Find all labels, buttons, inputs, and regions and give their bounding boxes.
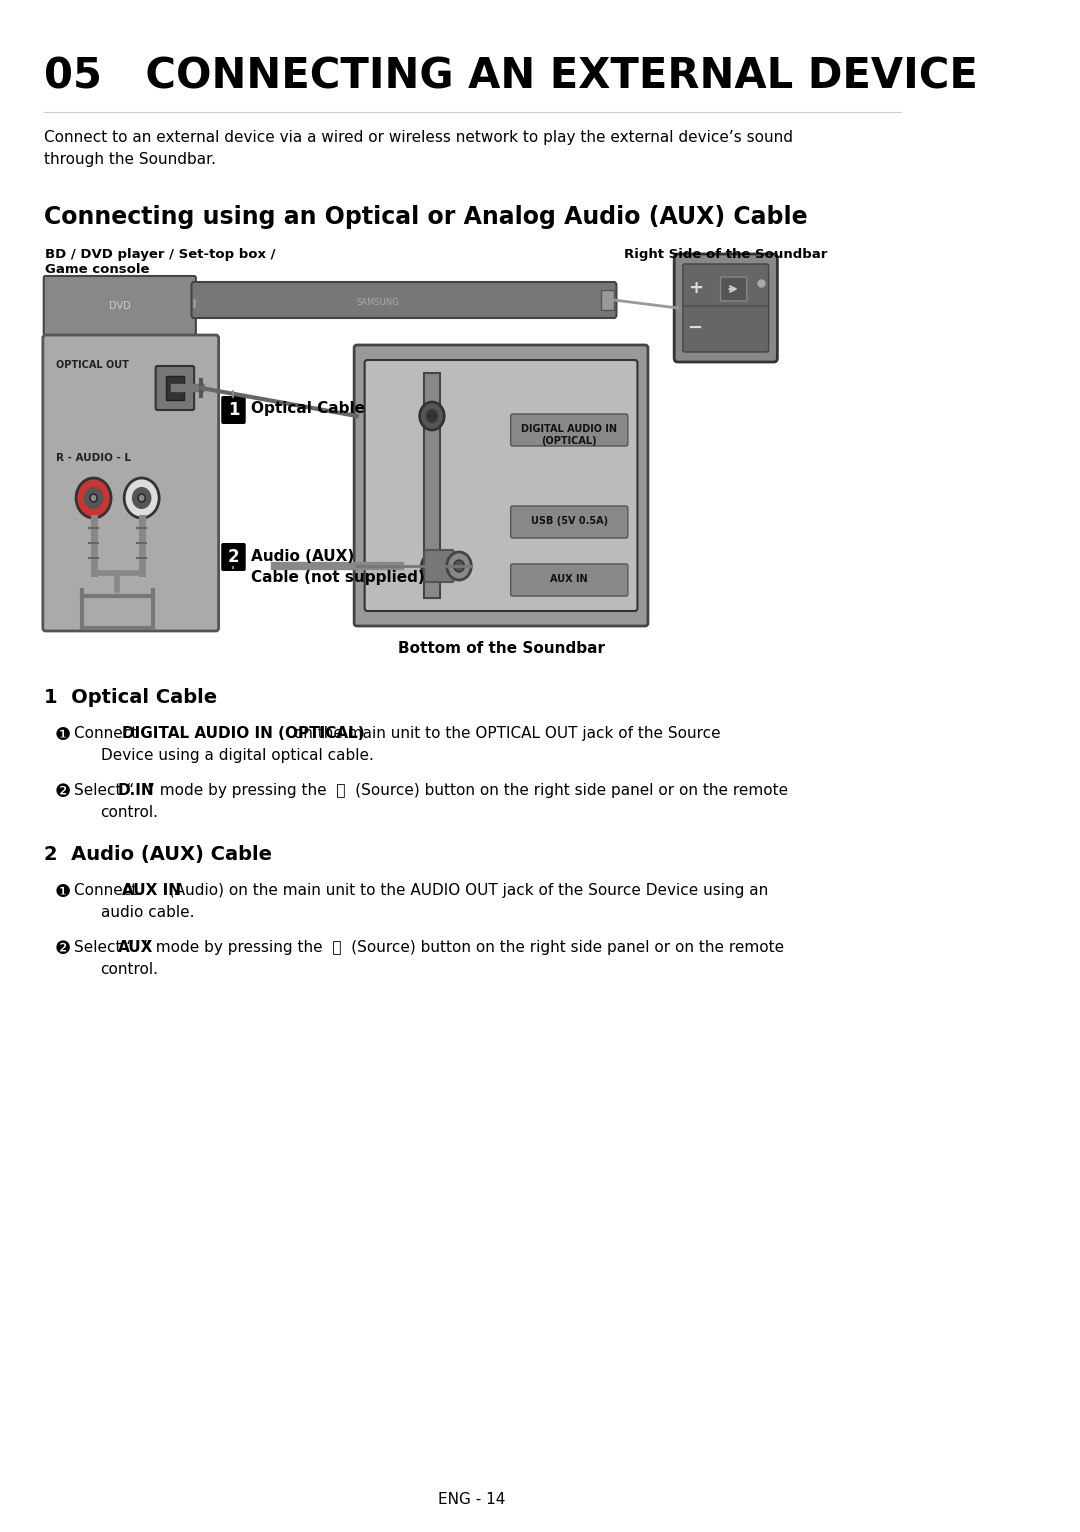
Text: 05   CONNECTING AN EXTERNAL DEVICE: 05 CONNECTING AN EXTERNAL DEVICE	[43, 55, 977, 97]
FancyBboxPatch shape	[156, 366, 194, 411]
Text: on the main unit to the OPTICAL OUT jack of the Source: on the main unit to the OPTICAL OUT jack…	[289, 726, 721, 741]
Text: −: −	[688, 319, 703, 337]
Circle shape	[90, 493, 97, 502]
Bar	[424, 372, 440, 597]
Circle shape	[138, 493, 145, 502]
Text: OPTICAL OUT: OPTICAL OUT	[56, 360, 129, 371]
Text: ❷: ❷	[54, 783, 70, 801]
Text: Select “: Select “	[75, 941, 135, 954]
FancyBboxPatch shape	[221, 542, 246, 571]
FancyBboxPatch shape	[511, 414, 627, 446]
Text: Connect: Connect	[75, 882, 143, 898]
Text: USB (5V 0.5A): USB (5V 0.5A)	[530, 516, 608, 525]
FancyBboxPatch shape	[43, 336, 218, 631]
Circle shape	[76, 478, 111, 518]
Text: BD / DVD player / Set-top box /
Game console: BD / DVD player / Set-top box / Game con…	[45, 248, 276, 276]
FancyBboxPatch shape	[424, 550, 454, 582]
Circle shape	[420, 401, 444, 430]
FancyBboxPatch shape	[354, 345, 648, 627]
Text: ❷: ❷	[54, 941, 70, 958]
Text: AUX: AUX	[118, 941, 153, 954]
FancyBboxPatch shape	[720, 277, 746, 300]
Text: 1: 1	[228, 401, 240, 418]
FancyBboxPatch shape	[43, 276, 195, 336]
Text: Select “: Select “	[75, 783, 135, 798]
Circle shape	[421, 555, 443, 578]
Text: DIGITAL AUDIO IN
(OPTICAL): DIGITAL AUDIO IN (OPTICAL)	[522, 424, 618, 446]
Bar	[166, 375, 184, 400]
FancyBboxPatch shape	[365, 360, 637, 611]
Text: Device using a digital optical cable.: Device using a digital optical cable.	[100, 748, 374, 763]
Bar	[600, 290, 613, 309]
Text: 2: 2	[228, 548, 240, 565]
Text: ENG - 14: ENG - 14	[438, 1492, 505, 1507]
Text: DVD: DVD	[109, 300, 131, 311]
Text: Connect: Connect	[75, 726, 143, 741]
FancyBboxPatch shape	[191, 282, 617, 319]
Text: AUX IN: AUX IN	[122, 882, 180, 898]
Text: 1  Optical Cable: 1 Optical Cable	[43, 688, 217, 706]
Text: Connecting using an Optical or Analog Audio (AUX) Cable: Connecting using an Optical or Analog Au…	[43, 205, 808, 228]
Text: Connect to an external device via a wired or wireless network to play the extern: Connect to an external device via a wire…	[43, 130, 793, 167]
Text: Audio (AUX)
Cable (not supplied): Audio (AUX) Cable (not supplied)	[251, 548, 424, 585]
Text: Right Side of the Soundbar: Right Side of the Soundbar	[624, 248, 827, 260]
Text: Bottom of the Soundbar: Bottom of the Soundbar	[397, 640, 605, 656]
Text: ❶: ❶	[54, 726, 70, 745]
Circle shape	[133, 489, 150, 509]
Text: control.: control.	[100, 804, 159, 820]
FancyBboxPatch shape	[511, 506, 627, 538]
Text: AUX IN: AUX IN	[551, 574, 589, 584]
FancyBboxPatch shape	[511, 564, 627, 596]
Text: ” mode by pressing the  ⓒ  (Source) button on the right side panel or on the rem: ” mode by pressing the ⓒ (Source) button…	[147, 783, 788, 798]
Text: 2  Audio (AUX) Cable: 2 Audio (AUX) Cable	[43, 846, 272, 864]
Circle shape	[447, 552, 471, 581]
Text: +: +	[688, 279, 703, 297]
Text: SAMSUNG: SAMSUNG	[356, 297, 400, 306]
FancyBboxPatch shape	[674, 254, 778, 362]
Circle shape	[426, 409, 438, 423]
Circle shape	[454, 561, 464, 571]
Text: Optical Cable: Optical Cable	[251, 400, 365, 415]
Text: ❶: ❶	[54, 882, 70, 901]
Text: (Audio) on the main unit to the AUDIO OUT jack of the Source Device using an: (Audio) on the main unit to the AUDIO OU…	[163, 882, 768, 898]
Text: audio cable.: audio cable.	[100, 905, 194, 921]
Text: control.: control.	[100, 962, 159, 977]
Circle shape	[85, 489, 103, 509]
Text: R - AUDIO - L: R - AUDIO - L	[56, 453, 131, 463]
Text: ” mode by pressing the  ⓒ  (Source) button on the right side panel or on the rem: ” mode by pressing the ⓒ (Source) button…	[143, 941, 784, 954]
FancyBboxPatch shape	[683, 264, 769, 352]
FancyBboxPatch shape	[221, 395, 246, 424]
Circle shape	[124, 478, 159, 518]
Text: DIGITAL AUDIO IN (OPTICAL): DIGITAL AUDIO IN (OPTICAL)	[122, 726, 364, 741]
Text: D.IN: D.IN	[118, 783, 154, 798]
